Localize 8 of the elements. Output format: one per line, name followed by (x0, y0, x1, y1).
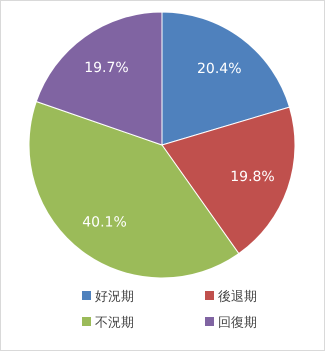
legend-label: 後退期 (218, 290, 257, 305)
data-label: 20.4% (197, 61, 242, 78)
data-label: 19.8% (230, 169, 275, 186)
legend-label: 不況期 (95, 316, 134, 331)
legend-label: 好況期 (95, 290, 134, 305)
data-label: 19.7% (84, 60, 129, 76)
legend-label: 回復期 (218, 316, 257, 331)
data-label: 40.1% (82, 214, 127, 230)
